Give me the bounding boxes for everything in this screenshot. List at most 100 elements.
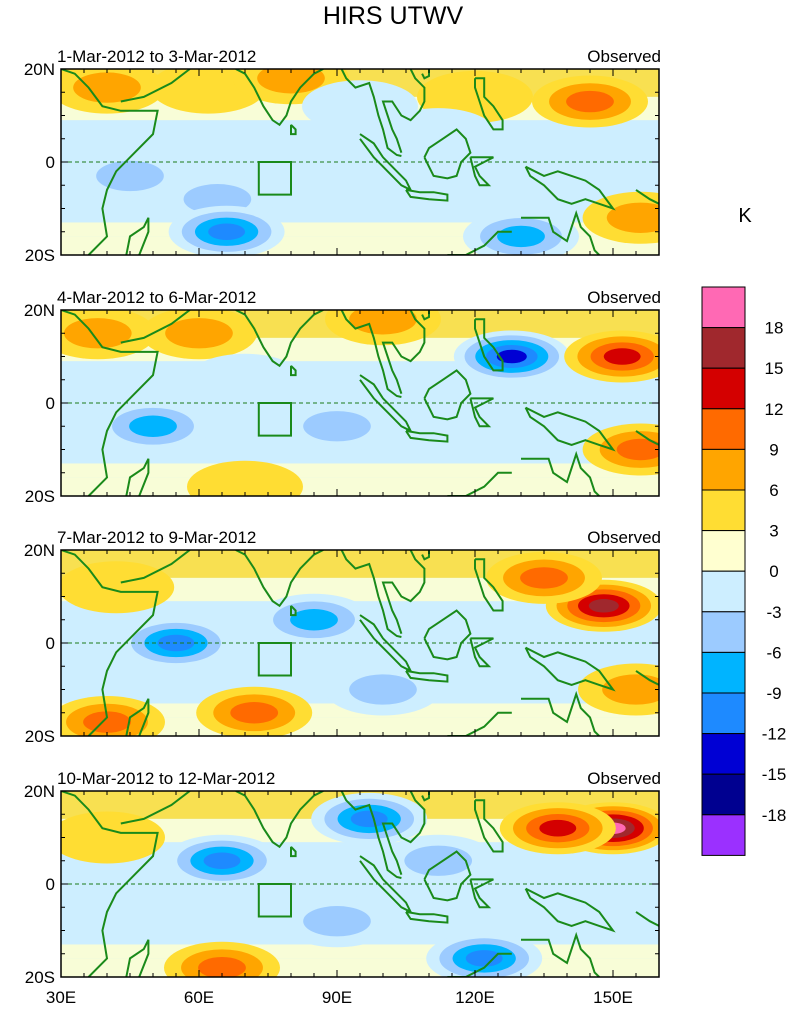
colorbar-label: 3 bbox=[769, 522, 778, 541]
coastline bbox=[61, 791, 159, 977]
colorbar-label: -9 bbox=[766, 684, 781, 703]
coastline bbox=[340, 310, 402, 398]
coastline bbox=[521, 690, 600, 736]
panel-date-range: 10-Mar-2012 to 12-Mar-2012 bbox=[57, 769, 275, 788]
anomaly-contour bbox=[61, 561, 175, 614]
x-tick-label: 120E bbox=[455, 988, 495, 1007]
region-box bbox=[257, 883, 292, 918]
anomaly-contour bbox=[349, 310, 417, 335]
coastline bbox=[447, 230, 512, 255]
coastline bbox=[635, 670, 659, 686]
colorbar-swatch bbox=[701, 773, 746, 816]
anomaly-contour bbox=[187, 460, 303, 496]
panel-label: Observed bbox=[587, 769, 661, 788]
anomaly-contour bbox=[208, 223, 246, 241]
coastline bbox=[61, 310, 159, 496]
coastline bbox=[524, 646, 616, 692]
colorbar-label: 12 bbox=[765, 400, 784, 419]
coastline bbox=[635, 189, 659, 205]
colorbar-swatch bbox=[701, 530, 746, 572]
coastline bbox=[524, 887, 616, 933]
colorbar-swatch bbox=[701, 408, 746, 450]
anomaly-contour bbox=[83, 711, 131, 733]
coastline bbox=[340, 550, 402, 638]
coastline bbox=[469, 397, 494, 428]
x-axis: 30E 60E 90E 120E 150E bbox=[46, 988, 633, 1007]
coastline bbox=[447, 471, 512, 496]
colorbar-label: -3 bbox=[766, 603, 781, 622]
coastline bbox=[125, 458, 150, 496]
y-tick-label: 20S bbox=[25, 487, 55, 506]
colorbar-swatch bbox=[701, 327, 746, 369]
x-tick-label: 60E bbox=[184, 988, 214, 1007]
anomaly-contour bbox=[73, 72, 141, 103]
panel-date-range: 7-Mar-2012 to 9-Mar-2012 bbox=[57, 528, 256, 547]
anomaly-contour bbox=[63, 318, 132, 349]
coastline bbox=[474, 318, 504, 372]
anomaly-contour bbox=[129, 415, 177, 437]
colorbar-swatch bbox=[701, 611, 746, 653]
chart-title: HIRS UTWV bbox=[323, 2, 464, 30]
coastline bbox=[340, 69, 402, 157]
coastline bbox=[521, 210, 600, 255]
anomaly-contour bbox=[404, 845, 473, 876]
y-tick-label: 20S bbox=[25, 968, 55, 987]
map-panel: 20N 0 20S 4-Mar-2012 to 6-Mar-2012 Observed bbox=[24, 288, 661, 506]
colorbar-swatch bbox=[701, 489, 746, 532]
colorbar-swatch bbox=[701, 448, 746, 491]
colorbar-swatch bbox=[701, 814, 746, 856]
coastline bbox=[381, 69, 426, 154]
anomaly-contour bbox=[165, 318, 233, 349]
coastline bbox=[125, 939, 150, 977]
colorbar-label: -18 bbox=[762, 806, 787, 825]
coastline bbox=[423, 850, 472, 902]
panel-date-range: 4-Mar-2012 to 6-Mar-2012 bbox=[57, 288, 256, 307]
coastline bbox=[423, 128, 472, 180]
anomaly-contour bbox=[380, 108, 497, 161]
colorbar-unit-label: K bbox=[738, 205, 752, 227]
anomaly-contour bbox=[257, 69, 325, 94]
anomaly-contour bbox=[203, 852, 241, 870]
colorbar-swatch bbox=[701, 286, 746, 329]
anomaly-contour bbox=[539, 819, 577, 837]
anomaly-contour bbox=[606, 202, 659, 233]
anomaly-contour bbox=[198, 956, 246, 977]
coastline bbox=[469, 878, 494, 909]
coastline bbox=[61, 550, 159, 736]
coastlines bbox=[61, 791, 659, 977]
y-tick-label: 20N bbox=[24, 60, 55, 79]
field bbox=[61, 791, 659, 977]
coastline bbox=[524, 165, 616, 211]
anomaly-contour bbox=[603, 348, 641, 365]
coastline bbox=[469, 156, 494, 187]
coastline bbox=[359, 855, 413, 915]
coastline bbox=[120, 310, 191, 344]
region-box bbox=[257, 402, 292, 437]
colorbar-swatch bbox=[701, 651, 746, 694]
coastline bbox=[423, 369, 472, 421]
coastline bbox=[120, 69, 191, 103]
coastline bbox=[359, 374, 413, 434]
anomaly-contour bbox=[302, 80, 418, 133]
anomaly-contour bbox=[96, 160, 164, 192]
y-tick-label: 0 bbox=[46, 394, 55, 413]
coastline bbox=[405, 429, 449, 443]
region-box bbox=[257, 642, 292, 677]
coastline bbox=[61, 69, 159, 255]
y-tick-label: 0 bbox=[46, 634, 55, 653]
anomaly-contour bbox=[290, 609, 338, 631]
coastline bbox=[469, 637, 494, 668]
panel-label: Observed bbox=[587, 47, 661, 66]
anomaly-contour bbox=[349, 674, 417, 705]
coastline bbox=[447, 711, 512, 736]
anomaly-contour bbox=[616, 438, 659, 461]
coastline bbox=[405, 910, 449, 924]
coastline bbox=[235, 69, 324, 127]
anomaly-contour bbox=[61, 811, 165, 864]
y-tick-label: 0 bbox=[46, 875, 55, 894]
coastline bbox=[521, 931, 600, 977]
coastline bbox=[474, 799, 504, 853]
x-tick-label: 90E bbox=[322, 988, 352, 1007]
